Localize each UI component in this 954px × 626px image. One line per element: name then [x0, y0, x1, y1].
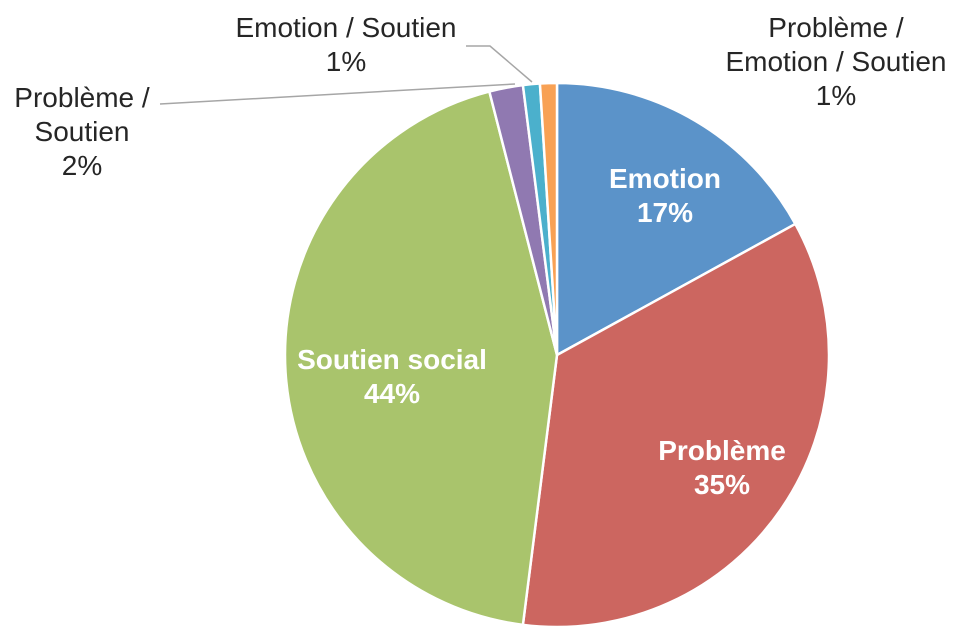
slice-value: 35%	[693, 469, 751, 500]
slice-value: 1%	[325, 46, 367, 77]
slice-name: Problème	[658, 435, 786, 466]
slice-label: Problème / Emotion / Soutien 1%	[720, 11, 952, 113]
slice-name: Emotion	[609, 163, 721, 194]
slice-label: Emotion 17%	[565, 162, 765, 230]
slice-name: Problème / Emotion / Soutien	[725, 12, 947, 77]
slice-value: 44%	[363, 378, 421, 409]
slice-value: 2%	[61, 150, 103, 181]
pie-slice	[283, 90, 559, 626]
pie-slice	[521, 222, 831, 626]
pie-slice	[538, 81, 559, 356]
slice-name: Emotion / Soutien	[235, 12, 457, 43]
slice-label: Problème 35%	[622, 434, 822, 502]
slice-value: 1%	[815, 80, 857, 111]
pie-slice	[555, 81, 798, 358]
slice-name: Soutien social	[297, 344, 487, 375]
leader-line	[466, 45, 533, 83]
slice-name: Problème / Soutien	[14, 82, 150, 147]
slice-label: Emotion / Soutien 1%	[196, 11, 496, 79]
slice-label: Problème / Soutien 2%	[2, 81, 162, 183]
slice-value: 17%	[636, 197, 694, 228]
slice-label: Soutien social 44%	[262, 343, 522, 411]
leader-line	[159, 83, 516, 105]
